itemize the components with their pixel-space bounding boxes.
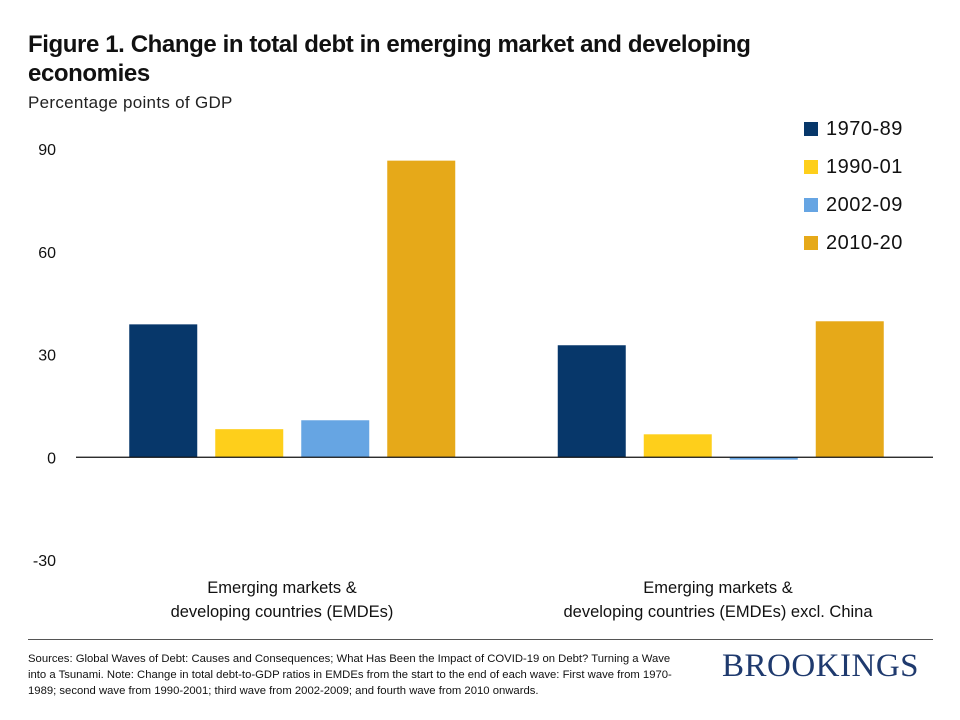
category-label-emdes: Emerging markets & developing countries … — [132, 576, 432, 624]
legend-item-2010-20: 2010-20 — [804, 224, 903, 262]
bar-1970-89-group-2 — [557, 345, 626, 458]
y-tick-label: 30 — [38, 348, 56, 365]
category-label-line: Emerging markets & — [643, 579, 793, 597]
bar-chart: -30 0 30 60 90 — [33, 142, 933, 570]
footer-divider — [28, 639, 933, 640]
legend-label: 1990-01 — [826, 155, 903, 178]
y-tick-label: 0 — [47, 450, 56, 467]
category-label-line: Emerging markets & — [207, 579, 357, 597]
legend-swatch — [804, 198, 818, 212]
bar-2010-20-group-2 — [815, 321, 884, 458]
category-label-line: developing countries (EMDEs) — [170, 603, 394, 621]
legend-item-1990-01: 1990-01 — [804, 148, 903, 186]
legend-swatch — [804, 236, 818, 250]
legend-swatch — [804, 122, 818, 136]
bar-1970-89-group-1 — [129, 324, 198, 458]
legend-item-2002-09: 2002-09 — [804, 186, 903, 224]
category-label-line: developing countries (EMDEs) excl. China — [563, 603, 873, 621]
y-tick-label: 90 — [38, 142, 56, 159]
source-note: Sources: Global Waves of Debt: Causes an… — [28, 653, 672, 697]
legend-label: 2010-20 — [826, 231, 903, 254]
brookings-logo: BROOKINGS — [722, 648, 920, 684]
legend-item-1970-89: 1970-89 — [804, 110, 903, 148]
legend: 1970-89 1990-01 2002-09 2010-20 — [804, 110, 903, 262]
chart-subtitle: Percentage points of GDP — [28, 93, 233, 112]
y-tick-label: -30 — [33, 553, 56, 570]
bar-1990-01-group-2 — [643, 434, 712, 458]
y-tick-label: 60 — [38, 245, 56, 262]
bar-1990-01-group-1 — [215, 429, 284, 458]
bar-2002-09-group-1 — [301, 420, 370, 458]
category-label-emdes-excl-china: Emerging markets & developing countries … — [518, 576, 918, 624]
legend-label: 1970-89 — [826, 117, 903, 140]
bar-2002-09-group-2 — [729, 457, 798, 460]
legend-swatch — [804, 160, 818, 174]
legend-label: 2002-09 — [826, 193, 903, 216]
chart-title: Figure 1. Change in total debt in emergi… — [28, 31, 751, 87]
bar-2010-20-group-1 — [387, 160, 456, 458]
